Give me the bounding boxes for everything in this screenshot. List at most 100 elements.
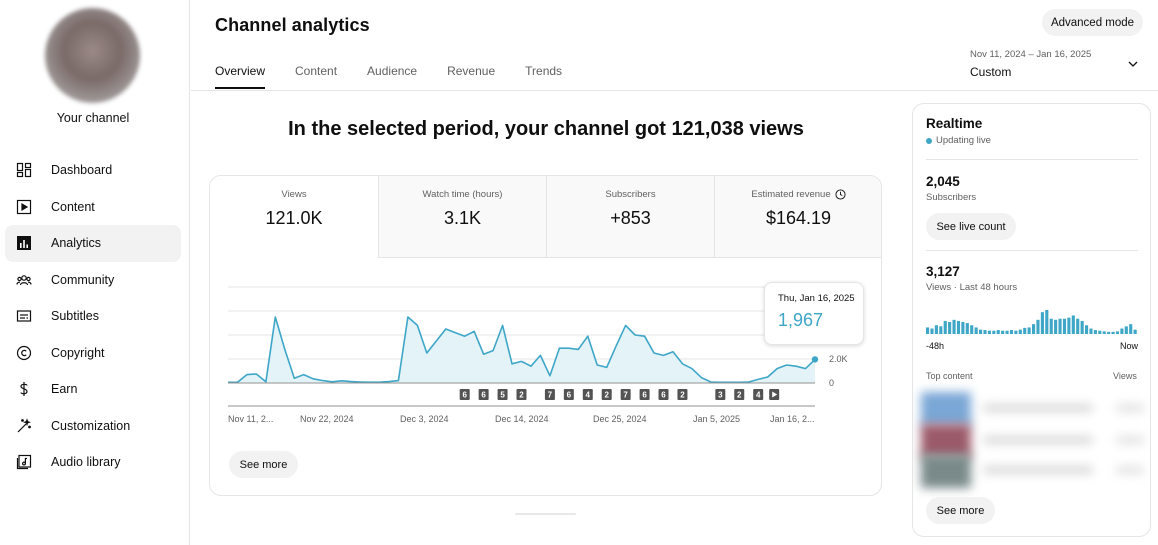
sidebar-item-customization[interactable]: Customization <box>5 408 181 445</box>
realtime-title: Realtime <box>926 116 983 131</box>
video-marker <box>516 389 527 400</box>
realtime-bar <box>1120 328 1124 334</box>
chart-series-line <box>228 316 816 384</box>
metric-views[interactable]: Views 121.0K <box>210 176 378 258</box>
video-marker-label: 2 <box>519 391 524 400</box>
realtime-bar <box>939 326 943 334</box>
video-marker <box>459 389 470 400</box>
clock-icon[interactable] <box>835 189 846 200</box>
sidebar-item-label: Dashboard <box>51 163 113 178</box>
chart-point-last <box>811 356 819 363</box>
video-thumbnail <box>921 392 971 426</box>
realtime-bar <box>1129 324 1133 334</box>
sidebar-item-analytics[interactable]: Analytics <box>5 225 181 262</box>
analytics-icon <box>15 234 33 252</box>
realtime-bar <box>1115 331 1120 334</box>
metric-watch-time[interactable]: Watch time (hours) 3.1K <box>378 176 546 258</box>
realtime-status: Updating live <box>926 135 991 146</box>
metric-label: Views <box>281 189 307 200</box>
realtime-bar <box>1071 315 1075 334</box>
realtime-bar <box>1111 331 1115 334</box>
sidebar-item-community[interactable]: Community <box>5 262 181 299</box>
overview-card: Views 121.0K Watch time (hours) 3.1K Sub… <box>209 175 882 496</box>
sidebar-item-subtitles[interactable]: Subtitles <box>5 298 181 335</box>
realtime-bar <box>1045 310 1049 334</box>
sidebar-item-earn[interactable]: Earn <box>5 371 181 408</box>
see-more-button[interactable]: See more <box>229 451 298 478</box>
tab-revenue[interactable]: Revenue <box>447 64 496 78</box>
sidebar-item-content[interactable]: Content <box>5 189 181 226</box>
realtime-bar <box>1001 330 1005 334</box>
realtime-bar <box>1023 327 1027 334</box>
video-marker-label: 6 <box>462 391 467 400</box>
video-title-blurred <box>983 466 1093 474</box>
play-icon <box>772 391 778 398</box>
metric-subscribers[interactable]: Subscribers +853 <box>546 176 714 258</box>
metric-estimated-revenue[interactable]: Estimated revenue $164.19 <box>714 176 881 258</box>
realtime-card: Realtime Updating live 2,045 Subscribers… <box>912 103 1151 537</box>
tab-trends[interactable]: Trends <box>525 64 563 78</box>
metric-value: 3.1K <box>443 208 482 228</box>
video-marker-label: 4 <box>586 391 591 400</box>
realtime-bar-chart[interactable] <box>926 302 1138 334</box>
video-marker <box>639 389 650 400</box>
sidebar: Your channel Dashboard Content Analytics… <box>0 0 190 545</box>
video-marker <box>677 389 688 400</box>
realtime-bar <box>996 330 1000 334</box>
realtime-bar <box>970 325 974 334</box>
realtime-bar <box>1049 318 1053 334</box>
chevron-down-icon[interactable] <box>1127 58 1139 70</box>
realtime-views-label: Views · Last 48 hours <box>926 282 1018 293</box>
realtime-bar <box>1054 319 1058 334</box>
realtime-bar <box>1102 331 1106 334</box>
video-marker-label: 7 <box>623 391 628 400</box>
top-content-item[interactable] <box>921 454 1146 488</box>
realtime-bar <box>952 319 956 334</box>
sidebar-item-label: Subtitles <box>51 309 99 324</box>
realtime-bar <box>1080 320 1084 334</box>
top-content-item[interactable] <box>921 392 1146 426</box>
realtime-bar <box>1062 318 1067 334</box>
advanced-mode-button[interactable]: Advanced mode <box>1042 9 1143 36</box>
realtime-bar <box>930 328 934 334</box>
realtime-bar <box>1036 319 1040 334</box>
realtime-bar <box>1027 327 1031 334</box>
realtime-bar <box>1014 330 1018 334</box>
metric-label: Watch time (hours) <box>422 189 503 200</box>
subtitles-icon <box>15 307 33 325</box>
sidebar-item-label: Earn <box>51 382 78 397</box>
date-range-picker[interactable]: Nov 11, 2024 – Jan 16, 2025 Custom <box>970 49 1091 79</box>
sidebar-item-label: Audio library <box>51 455 121 470</box>
realtime-bar <box>943 320 947 334</box>
tab-content[interactable]: Content <box>295 64 338 78</box>
realtime-bar <box>1124 326 1128 334</box>
your-channel-label[interactable]: Your channel <box>56 111 130 125</box>
x-tick-label: Dec 25, 2024 <box>593 414 647 424</box>
sidebar-item-copyright[interactable]: Copyright <box>5 335 181 372</box>
chart-area <box>228 317 815 383</box>
realtime-bar <box>1107 331 1111 334</box>
realtime-see-more-button[interactable]: See more <box>926 497 995 524</box>
video-marker <box>563 389 574 400</box>
video-marker <box>734 389 745 400</box>
sidebar-item-audio-library[interactable]: Audio library <box>5 444 181 481</box>
divider <box>926 159 1138 160</box>
top-content-views-header: Views <box>1113 371 1137 381</box>
metric-tabs: Views 121.0K Watch time (hours) 3.1K Sub… <box>210 176 881 258</box>
see-live-count-button[interactable]: See live count <box>926 213 1016 240</box>
content-icon <box>15 198 33 216</box>
views-chart[interactable]: 2.0K 0 6 6 5 2 7 6 4 2 7 6 6 2 3 2 4 Nov 11, 2... Nov 22, … <box>210 276 882 436</box>
y-tick-label: 2.0K <box>829 354 848 364</box>
top-content-item[interactable] <box>921 424 1146 458</box>
video-marker <box>582 389 593 400</box>
x-tick-label: Nov 22, 2024 <box>300 414 354 424</box>
tab-audience[interactable]: Audience <box>367 64 418 78</box>
sidebar-item-dashboard[interactable]: Dashboard <box>5 152 181 189</box>
channel-avatar[interactable] <box>45 8 140 103</box>
realtime-bar <box>979 329 983 334</box>
period-headline: In the selected period, your channel got… <box>288 118 804 140</box>
video-marker <box>658 389 669 400</box>
tab-overview[interactable]: Overview <box>215 64 266 89</box>
sidebar-item-label: Community <box>51 272 115 287</box>
x-tick-label: Jan 16, 2... <box>770 414 815 424</box>
